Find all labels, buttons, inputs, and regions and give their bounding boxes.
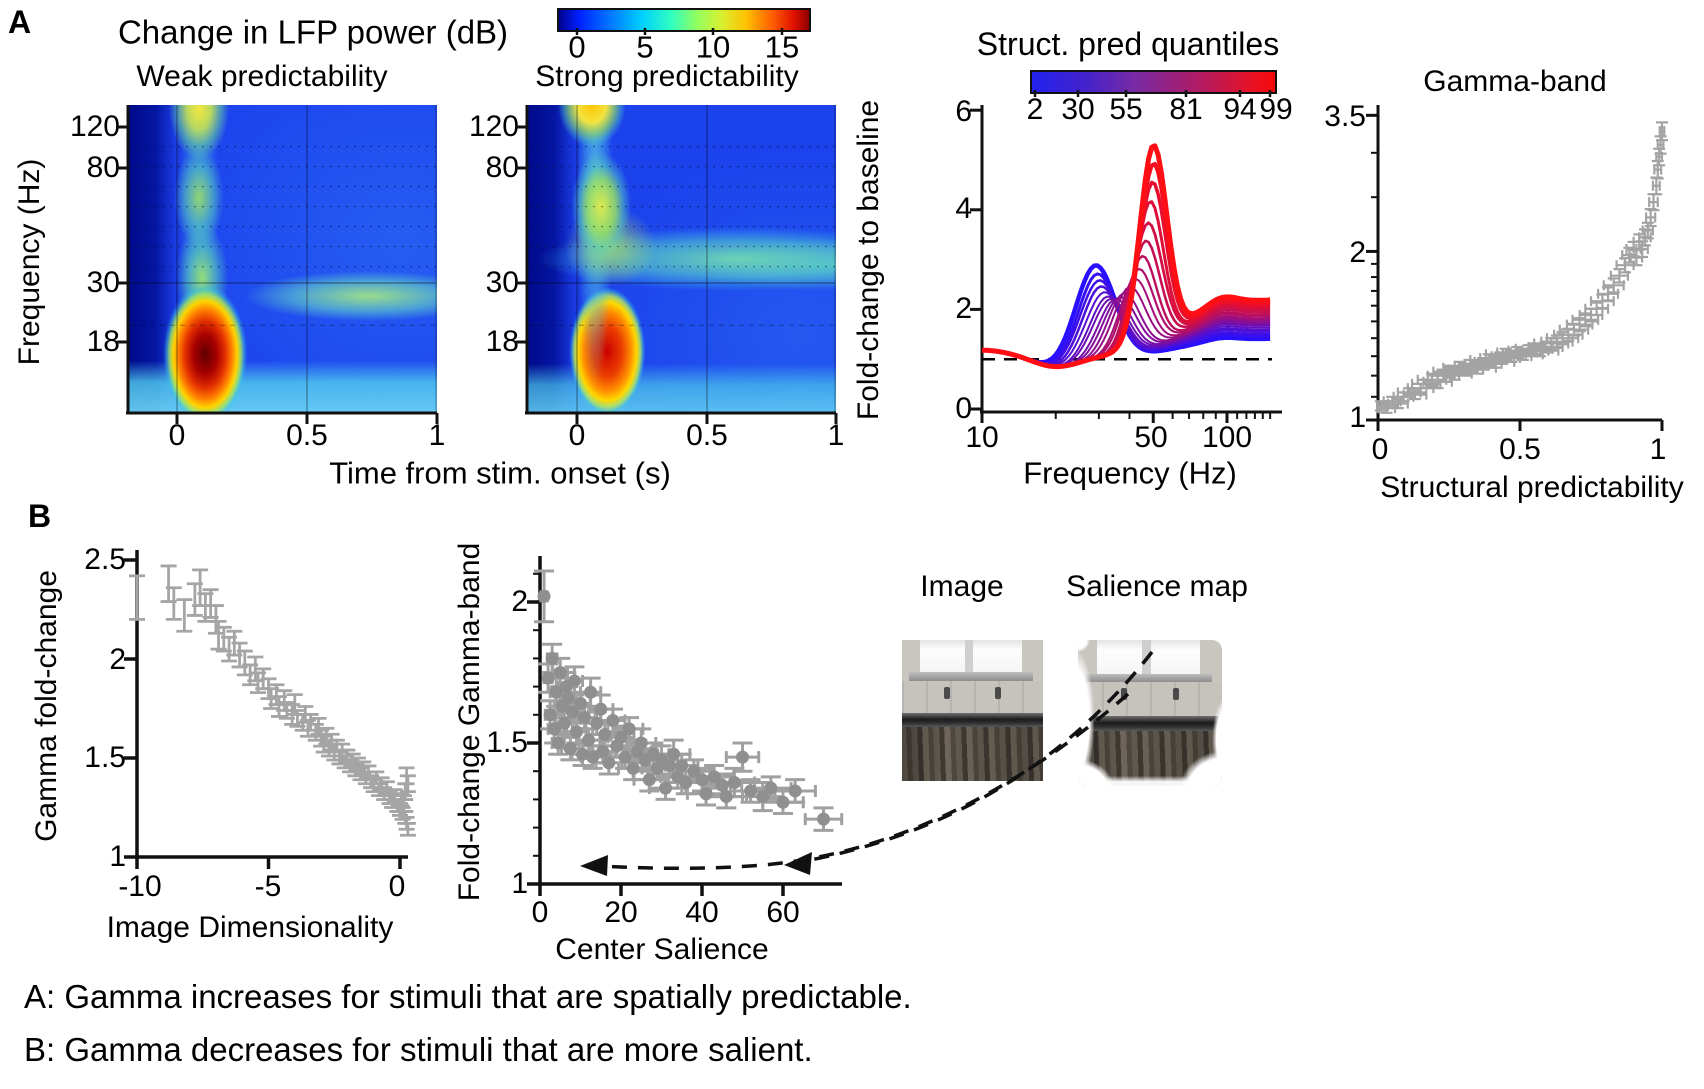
- spectra-xlabel: Frequency (Hz): [1023, 455, 1237, 491]
- thumbnail-window-sill: [909, 672, 1034, 681]
- bmid-xtick: 60: [766, 896, 800, 929]
- thumbnail-wall: [902, 680, 1043, 714]
- gamma-xtick: 0.5: [1499, 433, 1541, 466]
- spectra-xtick: 10: [965, 421, 999, 454]
- thumbnail-window: [920, 640, 1022, 673]
- bleft-xlabel: Image Dimensionality: [106, 911, 394, 944]
- quantile-tick: 94: [1223, 93, 1257, 126]
- time-tick: 0.5: [686, 419, 728, 452]
- bmid-xtick: 0: [531, 896, 549, 929]
- gamma-plot-title: Gamma-band: [1423, 65, 1607, 98]
- time-tick: 0: [568, 419, 586, 452]
- spectra-ylabel: Fold-change to baseline: [852, 99, 885, 421]
- bleft-ytick: 2: [109, 643, 126, 676]
- freq-tick: 18: [86, 325, 120, 358]
- spectra-ytick: 6: [955, 95, 972, 128]
- bmid-ytick: 2: [511, 585, 528, 618]
- spectra-xtick: 100: [1201, 421, 1253, 454]
- gamma-xtick: 0: [1371, 433, 1389, 466]
- spectrogram-ylabel: Frequency (Hz): [13, 158, 46, 366]
- lfp-colorbar-title: Change in LFP power (dB): [117, 13, 509, 51]
- bmid-ytick: 1: [511, 867, 528, 900]
- lfp-colorbar-tick: 15: [764, 29, 800, 65]
- thumbnail-baseboard: [902, 713, 1043, 728]
- bleft-xtick: 0: [388, 870, 406, 903]
- bleft-xtick: -10: [118, 870, 162, 903]
- quantile-tick: 55: [1109, 93, 1143, 126]
- quantile-colorbar: [1030, 70, 1277, 94]
- spectra-xtick: 50: [1134, 421, 1168, 454]
- image-thumbnail-label: Image: [920, 570, 1004, 603]
- gamma-xtick: 1: [1649, 433, 1667, 466]
- quantile-tick: 81: [1169, 93, 1203, 126]
- freq-tick: 80: [485, 151, 519, 184]
- salience-mask-overlay: [1078, 640, 1222, 786]
- strong-spectrogram-title: Strong predictability: [535, 60, 799, 93]
- strong-spectrogram-heatmap: [527, 105, 836, 413]
- freq-tick: 18: [485, 325, 519, 358]
- salience-map-thumbnail: [1078, 640, 1222, 786]
- lfp-colorbar: [557, 8, 811, 32]
- lfp-colorbar-tick: 10: [695, 29, 731, 65]
- weak-spectrogram-heatmap: [128, 105, 437, 413]
- bmid-xtick: 20: [604, 896, 638, 929]
- freq-tick: 120: [468, 110, 519, 143]
- panel-a-label: A: [8, 4, 32, 40]
- quantile-tick: 2: [1026, 93, 1044, 126]
- caption-line-b: B: Gamma decreases for stimuli that are …: [24, 1031, 813, 1068]
- thumbnail-fixture: [944, 686, 951, 699]
- spectra-ytick: 2: [955, 292, 972, 325]
- salience-thumbnail-label: Salience map: [1066, 570, 1248, 603]
- quantile-colorbar-title: Struct. pred quantiles: [976, 26, 1280, 62]
- bmid-xtick: 40: [685, 896, 719, 929]
- lfp-colorbar-tick: 0: [568, 29, 586, 65]
- thumbnail-fixture: [995, 686, 1002, 699]
- bleft-ylabel: Gamma fold-change: [30, 570, 63, 842]
- gamma-ytick: 1: [1349, 401, 1366, 434]
- example-image-thumbnail: [902, 640, 1043, 781]
- panel-b-label: B: [28, 498, 52, 534]
- time-tick: 0.5: [286, 419, 328, 452]
- bmid-ylabel: Fold-change Gamma-band: [453, 542, 486, 902]
- freq-tick: 30: [86, 266, 120, 299]
- gamma-ytick: 3.5: [1324, 100, 1366, 133]
- weak-spectrogram-title: Weak predictability: [136, 60, 388, 93]
- bleft-ytick: 2.5: [84, 543, 126, 576]
- bmid-xlabel: Center Salience: [555, 933, 769, 966]
- thumbnail-floor: [902, 727, 1043, 781]
- spectra-ytick: 0: [955, 392, 972, 425]
- spectrogram-xlabel: Time from stim. onset (s): [329, 455, 671, 491]
- bleft-xtick: -5: [254, 870, 282, 903]
- time-tick: 1: [827, 419, 845, 452]
- spectra-ytick: 4: [955, 192, 972, 225]
- freq-tick: 120: [69, 110, 120, 143]
- quantile-tick: 30: [1061, 93, 1095, 126]
- caption-line-a: A: Gamma increases for stimuli that are …: [24, 978, 912, 1015]
- time-tick: 1: [428, 419, 446, 452]
- freq-tick: 30: [485, 266, 519, 299]
- bleft-ytick: 1: [109, 840, 126, 873]
- gamma-ytick: 2: [1349, 236, 1366, 269]
- gamma-xlabel: Structural predictability: [1380, 471, 1684, 504]
- bleft-ytick: 1.5: [84, 741, 126, 774]
- quantile-tick: 99: [1259, 93, 1293, 126]
- freq-tick: 80: [86, 151, 120, 184]
- lfp-colorbar-tick: 5: [636, 29, 654, 65]
- bmid-ytick: 1.5: [486, 726, 528, 759]
- time-tick: 0: [168, 419, 186, 452]
